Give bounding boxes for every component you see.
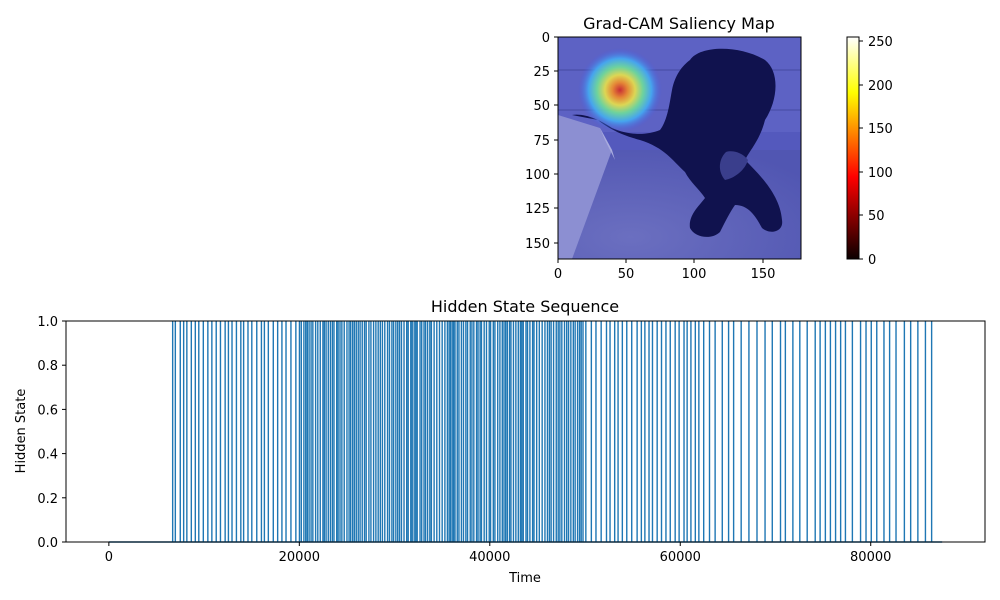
hidden-state-x-axis: 0 20000 40000 60000 80000 (105, 542, 891, 565)
svg-text:0.8: 0.8 (37, 359, 58, 374)
svg-text:100: 100 (868, 166, 893, 181)
saliency-xtick: 0 (554, 259, 562, 282)
svg-text:50: 50 (618, 267, 635, 282)
hidden-state-ytick: 0.4 (37, 448, 66, 463)
saliency-xtick: 50 (618, 259, 635, 282)
svg-text:150: 150 (751, 267, 776, 282)
hidden-state-ytick: 1.0 (37, 315, 66, 330)
saliency-ytick: 125 (525, 202, 558, 217)
hidden-state-ytick: 0.2 (37, 492, 66, 507)
svg-text:50: 50 (868, 209, 885, 224)
saliency-ytick: 150 (525, 237, 558, 252)
colorbar-gradient (846, 36, 860, 260)
svg-text:0: 0 (542, 31, 550, 46)
saliency-image (557, 36, 802, 260)
svg-text:0.4: 0.4 (37, 448, 58, 463)
saliency-ytick: 25 (533, 65, 558, 80)
saliency-x-axis: 0 50 100 150 (554, 259, 776, 282)
svg-text:0.6: 0.6 (37, 403, 58, 418)
hidden-state-xtick: 20000 (279, 542, 320, 565)
svg-text:0: 0 (554, 267, 562, 282)
svg-text:125: 125 (525, 202, 550, 217)
colorbar-tick: 150 (859, 122, 893, 137)
hidden-state-xlabel: Time (508, 571, 541, 586)
saliency-ytick: 0 (542, 31, 558, 46)
svg-text:80000: 80000 (850, 550, 891, 565)
saliency-y-axis: 0 25 50 75 100 125 (525, 31, 558, 252)
hidden-state-panel: Hidden State Sequence 0.0 0.2 0.4 0.6 0.8 1.0… (14, 297, 986, 586)
saliency-xtick: 150 (751, 259, 776, 282)
saliency-title: Grad-CAM Saliency Map (583, 14, 775, 33)
svg-text:0.2: 0.2 (37, 492, 58, 507)
svg-text:50: 50 (533, 99, 550, 114)
saliency-ytick: 50 (533, 99, 558, 114)
hidden-state-xtick: 0 (105, 542, 113, 565)
hidden-state-y-axis: 0.0 0.2 0.4 0.6 0.8 1.0 (37, 315, 66, 551)
svg-text:20000: 20000 (279, 550, 320, 565)
saliency-ytick: 75 (533, 134, 558, 149)
svg-text:40000: 40000 (469, 550, 510, 565)
svg-text:0: 0 (868, 253, 876, 268)
svg-text:100: 100 (525, 168, 550, 183)
hidden-state-ytick: 0.6 (37, 403, 66, 418)
hidden-state-xtick: 40000 (469, 542, 510, 565)
hidden-state-plot-frame (65, 320, 986, 543)
colorbar-tick: 250 (859, 35, 893, 50)
svg-text:100: 100 (682, 267, 707, 282)
svg-text:60000: 60000 (660, 550, 701, 565)
hidden-state-series (108, 321, 943, 543)
colorbar-tick: 200 (859, 79, 893, 94)
svg-text:25: 25 (533, 65, 550, 80)
saliency-ytick: 100 (525, 168, 558, 183)
svg-text:1.0: 1.0 (37, 315, 58, 330)
svg-text:150: 150 (525, 237, 550, 252)
hidden-state-ytick: 0.0 (37, 536, 66, 551)
svg-text:0: 0 (105, 550, 113, 565)
colorbar-tick: 0 (859, 253, 876, 268)
svg-text:150: 150 (868, 122, 893, 137)
saliency-panel: Grad-CAM Saliency Map 0 (525, 14, 893, 282)
hidden-state-ylabel: Hidden State (14, 389, 29, 474)
svg-text:250: 250 (868, 35, 893, 50)
hidden-state-title: Hidden State Sequence (431, 297, 619, 316)
svg-text:75: 75 (533, 134, 550, 149)
svg-text:200: 200 (868, 79, 893, 94)
saliency-xtick: 100 (682, 259, 707, 282)
hidden-state-xtick: 80000 (850, 542, 891, 565)
colorbar-tick: 100 (859, 166, 893, 181)
hidden-state-ytick: 0.8 (37, 359, 66, 374)
hidden-state-xtick: 60000 (660, 542, 701, 565)
colorbar-tick: 50 (859, 209, 885, 224)
svg-text:0.0: 0.0 (37, 536, 58, 551)
colorbar: 0 50 100 150 200 250 (846, 35, 893, 268)
